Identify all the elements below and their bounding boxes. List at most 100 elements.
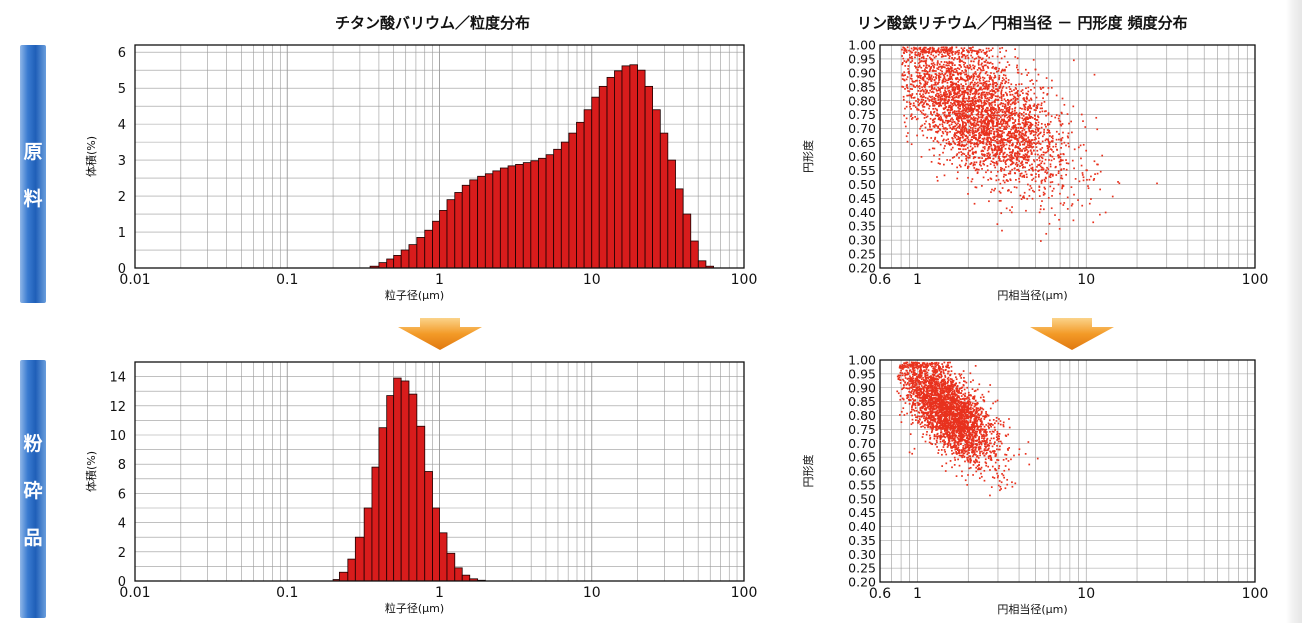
scatter-point (919, 367, 922, 370)
scatter-point (961, 90, 964, 93)
scatter-point (969, 131, 971, 134)
scatter-point (910, 392, 913, 394)
scatter-point (969, 90, 972, 93)
scatter-point (979, 72, 981, 75)
scatter-point (977, 81, 979, 84)
scatter-point (918, 72, 921, 74)
scatter-point (984, 125, 987, 128)
scatter-point (982, 138, 985, 141)
scatter-point (903, 60, 906, 62)
scatter-point (968, 441, 970, 443)
scatter-point (920, 410, 923, 412)
scatter-point (923, 49, 926, 52)
histogram-bar (606, 76, 615, 269)
scatter-point (955, 96, 958, 98)
scatter-point (1008, 114, 1011, 117)
scatter-point (982, 142, 985, 144)
scatter-point (971, 428, 973, 431)
scatter-point (958, 51, 960, 54)
scatter-point (995, 135, 998, 138)
scatter-point (922, 76, 925, 78)
scatter-point (937, 141, 940, 144)
scatter-point (956, 144, 959, 146)
scatter-point (1005, 110, 1008, 113)
scatter-point (968, 100, 971, 103)
scatter-point (953, 134, 956, 136)
scatter-point (989, 143, 992, 146)
scatter-point (989, 96, 991, 99)
scatter-point (976, 99, 979, 102)
scatter-point (1057, 117, 1060, 120)
scatter-point (985, 59, 988, 62)
scatter-point (1044, 123, 1046, 126)
scatter-point (1043, 192, 1046, 195)
scatter-point (1039, 111, 1041, 113)
scatter-point (922, 49, 925, 52)
scatter-point (980, 422, 983, 424)
scatter-point (1047, 138, 1049, 141)
scatter-point (996, 439, 998, 441)
scatter-point (983, 132, 986, 135)
scatter-point (1000, 141, 1002, 144)
scatter-point (1059, 123, 1062, 126)
scatter-point (1117, 181, 1119, 183)
scatter-point (975, 422, 978, 425)
scatter-point (981, 435, 983, 438)
scatter-point (985, 102, 988, 105)
scatter-point (919, 415, 921, 418)
scatter-point (945, 142, 948, 145)
histogram-bar (469, 179, 479, 269)
scatter-point (1001, 69, 1003, 72)
scatter-point (1025, 100, 1028, 103)
scatter-point (1007, 79, 1010, 81)
scatter-point (1029, 80, 1032, 82)
scatter-point (1000, 93, 1003, 96)
scatter-point (997, 89, 999, 91)
scatter-point (978, 75, 981, 78)
scatter-point (930, 394, 933, 397)
scatter-point (1027, 71, 1030, 74)
scatter-point (974, 99, 977, 102)
scatter-point (983, 435, 986, 437)
scatter-point (964, 144, 967, 147)
scatter-point (962, 124, 964, 126)
scatter-point (1099, 213, 1101, 216)
scatter-point (977, 55, 980, 58)
y-axis-label: 体積(%) (84, 136, 98, 177)
scatter-point (924, 363, 926, 366)
scatter-point (901, 78, 904, 80)
scatter-point (981, 114, 984, 116)
scatter-point (906, 371, 909, 374)
scatter-point (951, 88, 954, 91)
scatter-point (1017, 141, 1020, 143)
scatter-point (1035, 122, 1038, 125)
x-tick-label: 0.1 (276, 585, 298, 601)
scatter-point (975, 408, 978, 411)
scatter-point (920, 125, 922, 128)
scatter-point (1059, 163, 1062, 166)
scatter-point (923, 106, 926, 108)
scatter-point (962, 50, 964, 53)
scatter-point (929, 124, 931, 126)
scatter-point (1026, 146, 1028, 148)
scatter-point (943, 404, 946, 407)
scatter-point (948, 115, 951, 117)
scatter-point (980, 428, 982, 430)
scatter-point (937, 118, 940, 121)
scatter-point (1008, 111, 1011, 114)
scatter-point (954, 122, 957, 125)
scatter-point (1014, 92, 1017, 95)
scatter-point (1024, 117, 1027, 120)
scatter-point (920, 98, 923, 101)
scatter-point (972, 152, 974, 154)
scatter-point (954, 92, 957, 95)
scatter-point (900, 369, 902, 372)
scatter-point (946, 119, 949, 122)
scatter-point (921, 129, 924, 132)
scatter-point (967, 121, 970, 124)
scatter-point (1005, 454, 1008, 456)
scatter-point (910, 394, 913, 397)
scatter-point (968, 51, 970, 54)
scatter-point (936, 176, 938, 178)
scatter-point (989, 114, 991, 117)
